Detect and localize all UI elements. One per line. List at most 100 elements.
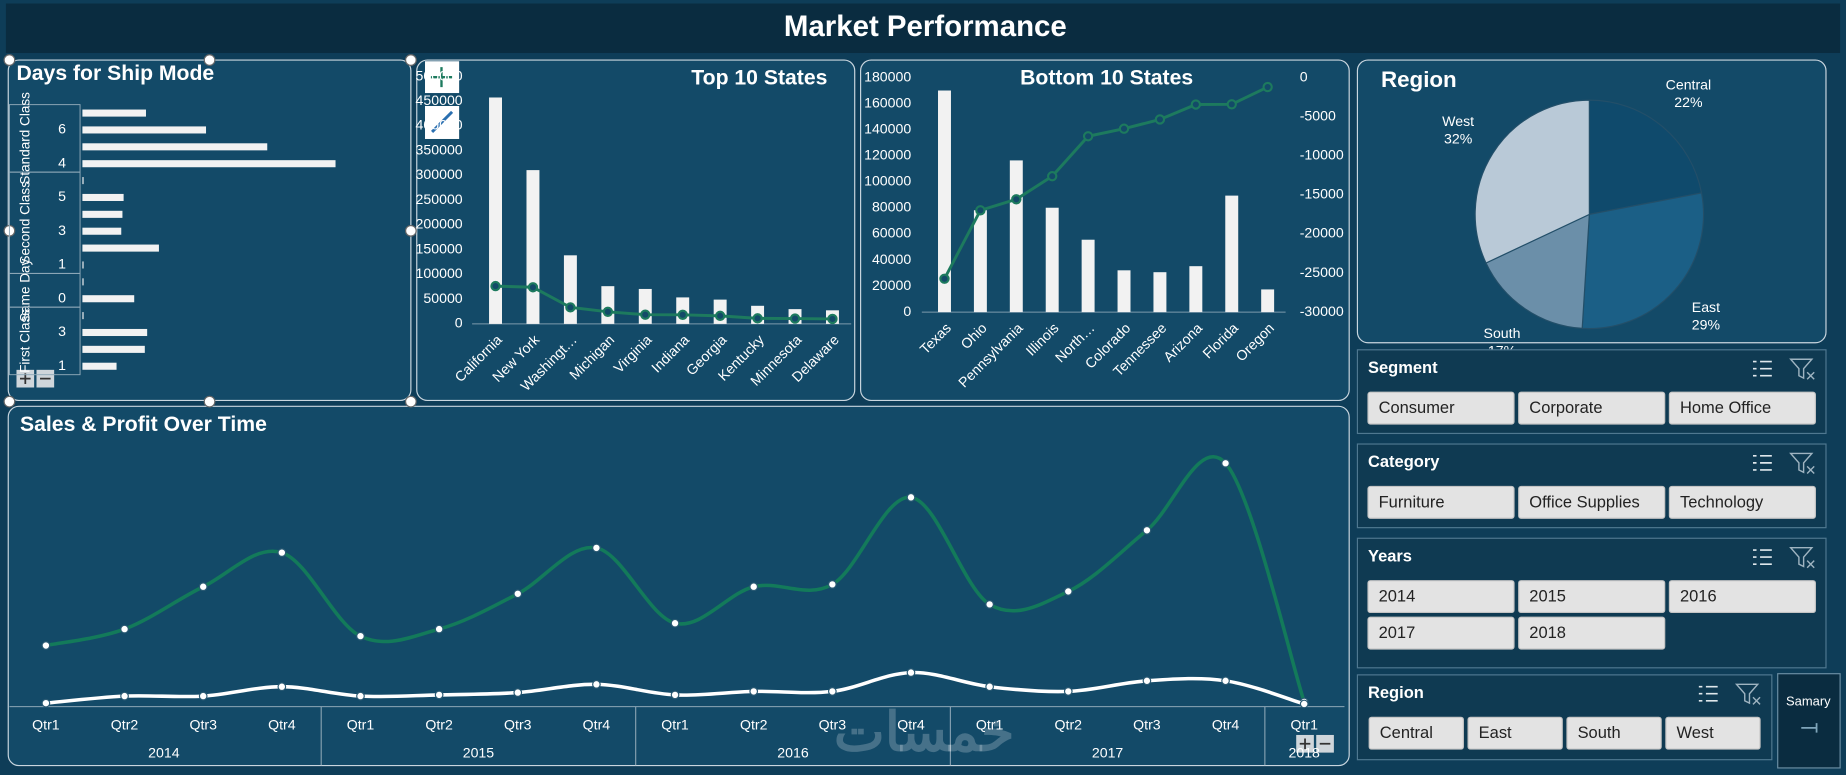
marker (985, 600, 994, 609)
marker (592, 543, 601, 553)
y-tick-label: 3 (58, 323, 66, 339)
marker (513, 688, 523, 697)
bar (601, 286, 615, 324)
slice-label: South (1484, 325, 1521, 341)
marker (490, 280, 501, 292)
y-tick-label: 6 (58, 121, 66, 137)
clear-filter-icon[interactable] (1789, 546, 1815, 569)
marker (670, 618, 680, 628)
marker (277, 548, 287, 557)
slicer-button[interactable] (1367, 485, 1515, 519)
slicer-title: Region (1368, 684, 1424, 702)
marker (1082, 131, 1094, 142)
slicer-button[interactable] (1668, 391, 1816, 425)
slicer-button[interactable] (1566, 716, 1662, 750)
slicer-item: Furniture (1379, 493, 1445, 511)
y-tick-label: 160000 (864, 95, 911, 111)
bar (82, 261, 84, 269)
marker (985, 682, 994, 692)
line (943, 85, 1269, 280)
slicer-item: 2015 (1529, 588, 1566, 606)
slicer-button[interactable] (1518, 485, 1666, 519)
samary-button[interactable] (1777, 673, 1841, 769)
group-label: Second Class (17, 181, 32, 265)
slicer-button[interactable] (1518, 391, 1666, 425)
marker (906, 493, 916, 502)
slicer-item: 2017 (1379, 624, 1416, 642)
marker (640, 309, 651, 320)
slice-label: East (1692, 299, 1720, 315)
bar (973, 210, 987, 313)
y-tick-label: 50000 (423, 290, 462, 306)
handle[interactable] (3, 54, 16, 66)
y2-tick-label: -25000 (1300, 264, 1344, 280)
multi-select-icon[interactable] (1752, 549, 1772, 565)
clear-filter-icon[interactable] (1789, 452, 1815, 474)
bar (82, 193, 124, 201)
y-tick-label: 250000 (416, 191, 463, 207)
multi-select-icon[interactable] (1752, 454, 1772, 471)
year-label: 2018 (1288, 745, 1320, 761)
marker (1063, 687, 1073, 696)
marker (975, 205, 986, 216)
slicer-button[interactable] (1665, 716, 1761, 750)
pie-slice (1588, 99, 1703, 216)
x-tick-label: Qtr1 (1290, 716, 1318, 732)
marker (198, 691, 208, 701)
slicer-button[interactable] (1367, 580, 1515, 614)
marker (1142, 525, 1152, 535)
slicer-button[interactable] (1367, 391, 1515, 425)
x-tick-label: Qtr1 (661, 716, 689, 732)
y-tick-label: 0 (903, 303, 911, 319)
bar (82, 177, 84, 185)
handle[interactable] (404, 224, 417, 237)
button-label: Samary (1786, 693, 1831, 708)
chart-title: Top 10 States (691, 67, 827, 90)
marker (356, 691, 365, 701)
marker (714, 310, 726, 322)
marker (677, 309, 688, 320)
handle[interactable] (203, 395, 216, 408)
slicer-item: 2018 (1529, 624, 1566, 642)
marker (827, 580, 837, 589)
bar (82, 295, 135, 303)
bar (82, 345, 145, 353)
marker (1154, 114, 1166, 125)
handle[interactable] (3, 395, 16, 408)
slicer-button[interactable] (1518, 616, 1666, 650)
y-tick-label: 140000 (864, 121, 911, 137)
slicer-button[interactable] (1518, 580, 1666, 614)
marker (1221, 458, 1230, 468)
bar (82, 160, 336, 168)
marker (827, 313, 838, 325)
pie-slice (1474, 99, 1590, 264)
marker (1190, 99, 1202, 110)
slicer-item: West (1676, 724, 1714, 742)
clear-filter-icon[interactable] (1734, 683, 1761, 705)
y-tick-label: 100000 (864, 173, 911, 189)
handle[interactable] (404, 54, 417, 66)
handle[interactable] (404, 395, 417, 408)
marker (565, 302, 576, 313)
slicer-button[interactable] (1368, 716, 1464, 750)
multi-select-icon[interactable] (1698, 685, 1718, 702)
slice-value: 29% (1692, 317, 1721, 333)
slicer-button[interactable] (1367, 616, 1515, 650)
y2-tick-label: -10000 (1300, 147, 1344, 163)
x-tick-label: Qtr3 (504, 716, 532, 732)
clear-filter-icon[interactable] (1789, 358, 1815, 380)
slicer-button[interactable] (1668, 485, 1816, 519)
marker (592, 679, 601, 689)
y-tick-label: 1 (58, 256, 66, 272)
marker (120, 624, 129, 634)
y-tick-label: 180000 (864, 68, 911, 84)
y2-tick-label: -15000 (1300, 186, 1344, 202)
y-tick-label: 200000 (416, 216, 463, 232)
slicer-button[interactable] (1668, 580, 1816, 614)
x-tick-label: Qtr4 (1212, 716, 1240, 732)
slicer-button[interactable] (1467, 716, 1563, 750)
handle[interactable] (203, 54, 216, 66)
multi-select-icon[interactable] (1752, 360, 1772, 377)
y-tick-label: 5 (58, 188, 66, 204)
